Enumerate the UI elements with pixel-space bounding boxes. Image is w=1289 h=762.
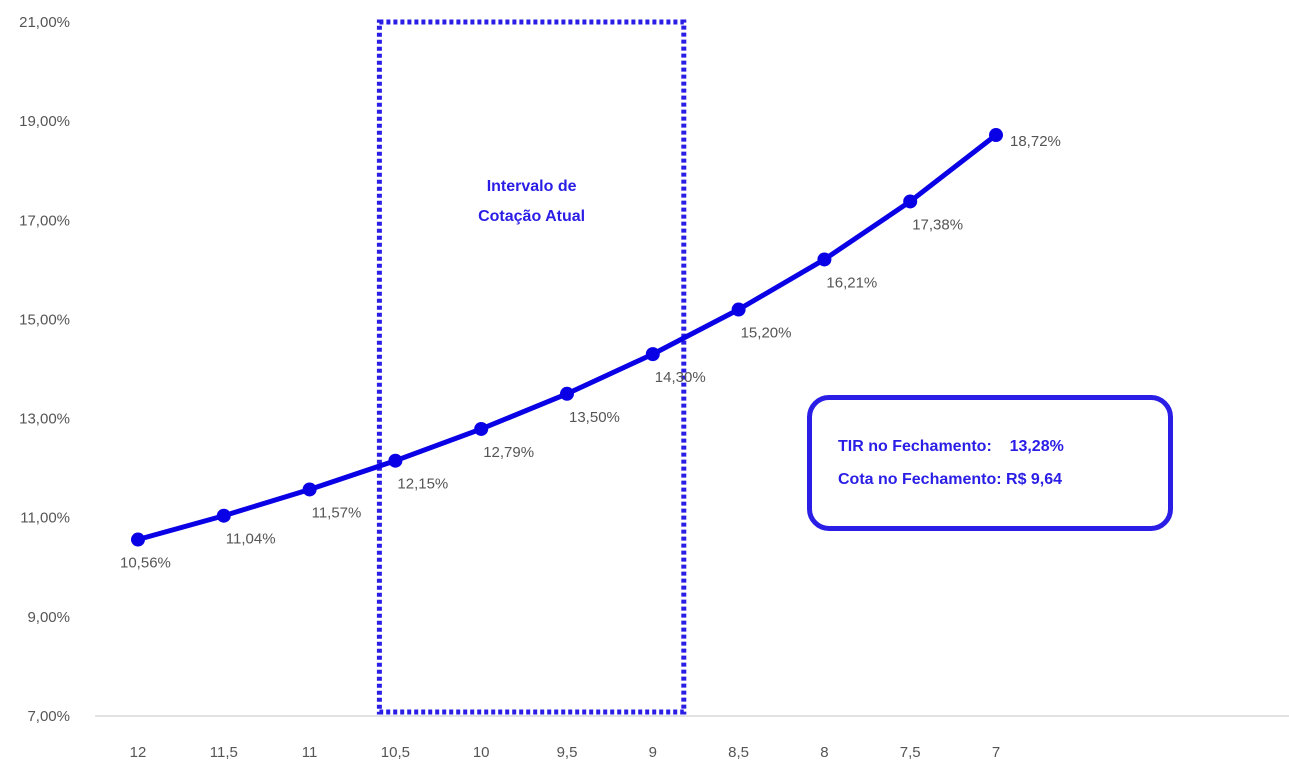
data-point — [989, 128, 1003, 143]
interval-label-line1: Intervalo de — [487, 178, 577, 195]
x-tick-label: 9,5 — [557, 744, 578, 761]
x-tick-label: 7 — [992, 744, 1000, 761]
data-label: 10,56% — [120, 555, 171, 572]
data-point — [731, 302, 746, 317]
x-tick-label: 12 — [130, 744, 147, 761]
data-point — [131, 532, 145, 547]
y-tick-label: 15,00% — [19, 311, 70, 328]
data-point — [216, 508, 231, 523]
data-label: 13,50% — [569, 409, 620, 426]
data-point — [474, 421, 489, 436]
data-label: 12,79% — [483, 444, 534, 461]
data-point — [903, 194, 918, 209]
data-points — [131, 128, 1003, 547]
x-tick-label: 10 — [473, 744, 490, 761]
data-point — [302, 482, 317, 497]
y-tick-label: 11,00% — [20, 510, 70, 527]
y-tick-label: 19,00% — [19, 113, 70, 130]
data-label: 12,15% — [397, 476, 448, 493]
data-point — [817, 252, 832, 267]
quota-closing-text: Cota no Fechamento: R$ 9,64 — [838, 471, 1063, 488]
x-tick-label: 9 — [649, 744, 657, 761]
x-tick-label: 8 — [820, 744, 828, 761]
y-tick-label: 21,00% — [19, 14, 70, 31]
closing-info-box: TIR no Fechamento: 13,28% Cota no Fecham… — [807, 395, 1173, 531]
data-label: 11,57% — [312, 504, 362, 521]
y-tick-label: 7,00% — [27, 708, 70, 725]
irr-closing-text: TIR no Fechamento: 13,28% — [838, 438, 1064, 455]
data-label: 15,20% — [741, 325, 792, 342]
y-axis: 7,00% 9,00% 11,00% 13,00% 15,00% 17,00% 19,00%… — [19, 14, 70, 725]
data-label: 14,30% — [655, 369, 706, 386]
y-tick-label: 17,00% — [19, 212, 70, 229]
y-tick-label: 13,00% — [19, 411, 70, 428]
interval-label-line2: Cotação Atual — [478, 208, 585, 225]
interval-dotted-box — [376, 19, 687, 715]
x-tick-label: 11 — [302, 744, 318, 761]
data-label: 16,21% — [826, 274, 877, 291]
data-labels: 10,56% 11,04% 11,57% 12,15% 12,79% 13,50% 14,3… — [120, 133, 1061, 572]
x-tick-label: 7,5 — [900, 744, 921, 761]
data-label: 18,72% — [1010, 133, 1061, 150]
x-tick-label: 8,5 — [728, 744, 749, 761]
current-quote-interval: Intervalo de Cotação Atual — [376, 19, 687, 715]
x-axis: 12 11,5 11 10,5 10 9,5 9 8,5 8 7,5 7 — [130, 744, 1001, 761]
data-label: 17,38% — [912, 216, 963, 233]
data-point — [388, 453, 403, 468]
x-tick-label: 10,5 — [381, 744, 410, 761]
y-tick-label: 9,00% — [27, 609, 70, 626]
x-tick-label: 11,5 — [210, 744, 238, 761]
data-point — [645, 347, 660, 362]
data-label: 11,04% — [226, 531, 276, 548]
data-point — [560, 386, 574, 401]
